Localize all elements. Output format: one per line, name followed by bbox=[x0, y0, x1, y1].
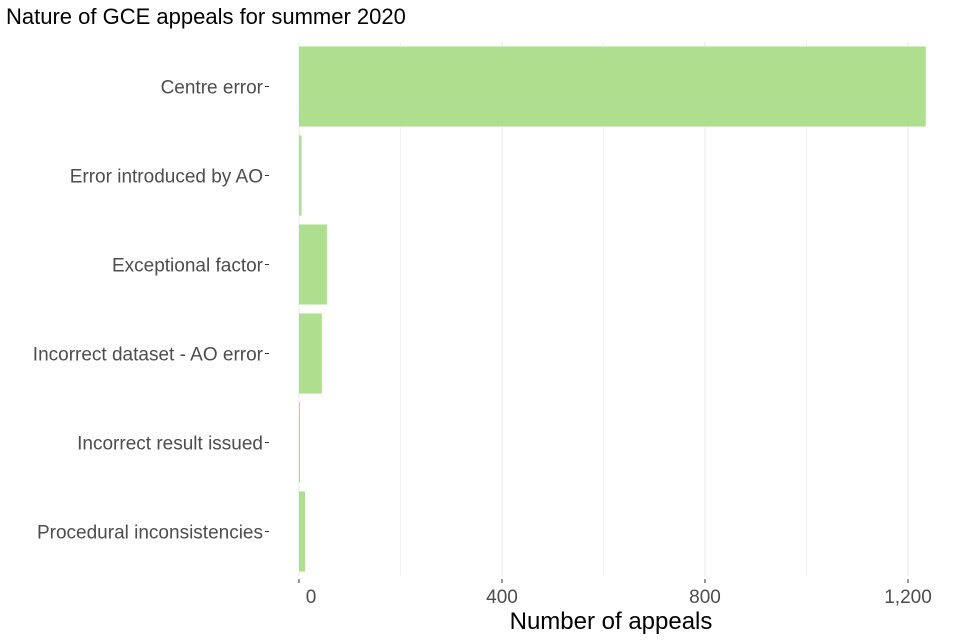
bar bbox=[299, 313, 322, 394]
x-tick-label: 0 bbox=[306, 587, 317, 608]
bar bbox=[299, 46, 926, 127]
category-label: Incorrect dataset - AO error bbox=[33, 345, 264, 366]
x-tick-label: 800 bbox=[689, 587, 721, 608]
bars bbox=[299, 46, 926, 572]
chart-title: Nature of GCE appeals for summer 2020 bbox=[6, 4, 406, 29]
category-label: Exceptional factor bbox=[112, 256, 264, 277]
x-tick-label: 400 bbox=[486, 587, 518, 608]
bar bbox=[299, 402, 301, 483]
category-label: Procedural inconsistencies bbox=[37, 523, 263, 544]
x-axis-ticks: 0 400 800 1,200 bbox=[298, 579, 932, 608]
gridlines bbox=[298, 42, 909, 576]
bar bbox=[299, 135, 302, 216]
bar bbox=[299, 224, 327, 305]
category-labels: Centre error Error introduced by AO Except… bbox=[33, 78, 269, 544]
x-axis-title: Number of appeals bbox=[510, 608, 713, 635]
x-tick-label: 1,200 bbox=[884, 587, 932, 608]
category-label: Incorrect result issued bbox=[77, 434, 263, 455]
bar bbox=[299, 491, 306, 572]
category-label: Error introduced by AO bbox=[70, 167, 263, 188]
category-label: Centre error bbox=[161, 78, 264, 99]
